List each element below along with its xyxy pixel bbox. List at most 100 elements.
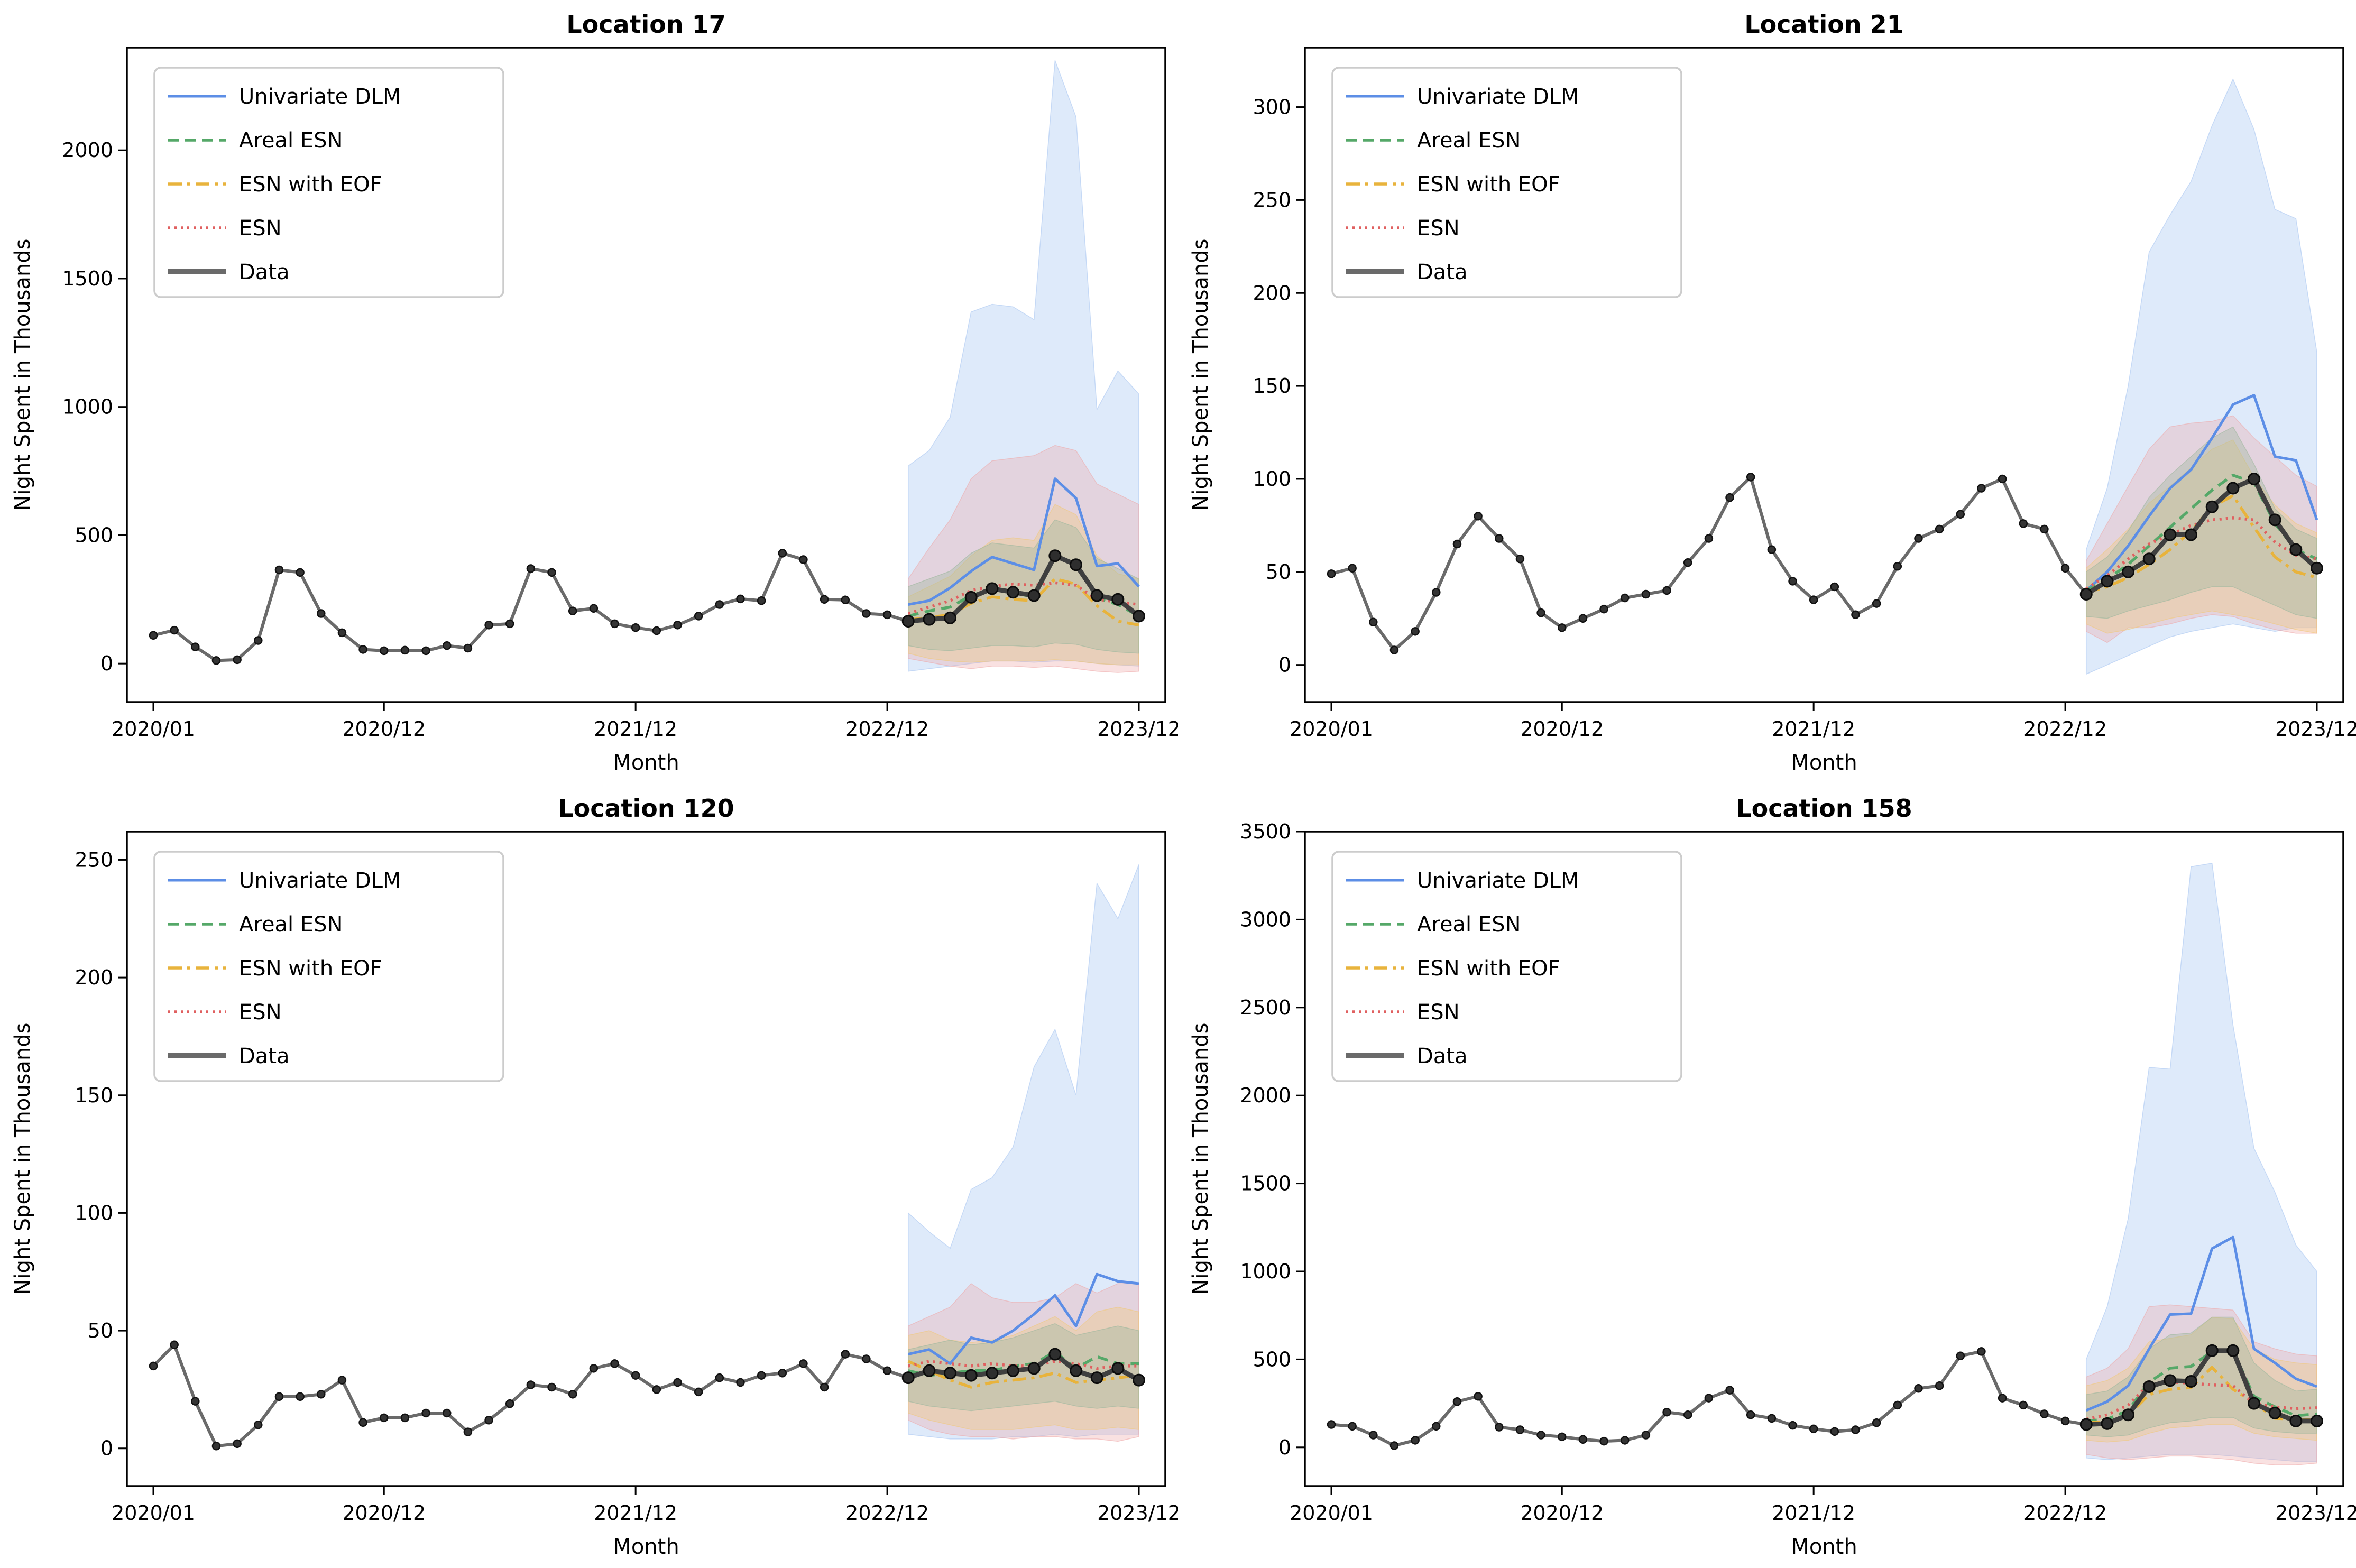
y-tick-label: 3500 <box>1240 820 1291 843</box>
data-point <box>1070 1364 1083 1377</box>
data-point <box>736 594 745 604</box>
data-point <box>799 555 808 564</box>
data-point <box>1725 493 1734 502</box>
data-point <box>1746 473 1755 482</box>
location-17-axes-box <box>126 47 1166 703</box>
data-point <box>694 1387 703 1397</box>
data-point <box>2164 1374 2177 1387</box>
legend-label: ESN with EOF <box>239 956 382 981</box>
data-point <box>1998 474 2007 484</box>
data-point <box>2019 1400 2028 1410</box>
data-point <box>149 631 158 640</box>
location-158-legend: Univariate DLM Areal ESN ESN with EOF ESN Da… <box>1331 851 1682 1082</box>
chart-cell-location-21: 0 50 100 150 200 250 300 2020/01 2020/12 2021/12 2… <box>1178 0 2356 784</box>
data-point <box>1536 608 1545 617</box>
data-point <box>1027 1362 1041 1375</box>
data-point <box>191 642 200 651</box>
data-point <box>568 606 577 615</box>
location-158-line-esn <box>2086 1380 2317 1421</box>
data-point <box>862 1354 871 1363</box>
data-point <box>1515 554 1525 564</box>
data-point <box>1007 1364 1020 1377</box>
x-tick-label: 2020/12 <box>1520 1501 1604 1525</box>
data-point <box>484 1416 493 1425</box>
data-point <box>923 1364 936 1377</box>
x-tick-label: 2023/12 <box>1097 1501 1178 1525</box>
data-point <box>274 1392 284 1401</box>
location-17-band-esn-with-eof <box>907 504 1139 666</box>
data-point <box>631 623 640 632</box>
data-point <box>673 1378 682 1387</box>
data-point <box>1090 589 1103 602</box>
data-point <box>610 619 619 629</box>
data-point <box>1348 1422 1357 1431</box>
data-point <box>1662 1407 1671 1417</box>
data-point <box>820 1382 829 1392</box>
data-point <box>1389 645 1399 654</box>
location-158-band-esn-with-eof <box>2085 1316 2317 1443</box>
location-158-ylabel: Night Spent in Thousands <box>1189 1022 1213 1295</box>
y-tick-label: 1000 <box>62 395 113 419</box>
location-120-plot-area <box>149 864 1145 1451</box>
data-point <box>1111 593 1125 606</box>
location-21-y-axis: 0 50 100 150 200 250 300 <box>1253 96 1305 677</box>
location-21-x-axis: 2020/01 2020/12 2021/12 2022/12 2023/12 <box>1290 702 2356 741</box>
data-point <box>736 1378 745 1387</box>
data-point <box>547 1382 556 1392</box>
data-point <box>1767 1414 1777 1423</box>
data-point <box>1048 1348 1062 1361</box>
data-point <box>1411 1436 1420 1445</box>
location-17-y-axis: 0 500 1000 1500 2000 <box>62 139 127 675</box>
x-tick-label: 2020/01 <box>1290 717 1373 741</box>
data-point <box>673 621 682 630</box>
x-tick-label: 2022/12 <box>2023 717 2107 741</box>
data-point <box>1090 1371 1103 1385</box>
legend-label: Data <box>239 1044 290 1068</box>
legend-label: Areal ESN <box>1417 128 1521 153</box>
location-158-axes-box <box>1304 831 2344 1487</box>
location-158-plot-area <box>1327 863 2323 1465</box>
location-120-legend: Univariate DLM Areal ESN ESN with EOF ESN Da… <box>153 851 504 1082</box>
data-point <box>778 1368 787 1378</box>
legend-label: Areal ESN <box>239 912 343 937</box>
location-158-data-markers <box>1327 1344 2323 1450</box>
x-tick-label: 2020/12 <box>342 717 426 741</box>
data-point <box>1704 534 1714 543</box>
data-point <box>1133 1373 1145 1387</box>
data-point <box>2164 528 2177 541</box>
data-point <box>233 1439 242 1449</box>
data-point <box>2289 1414 2303 1427</box>
data-point <box>944 1367 957 1380</box>
data-point <box>1809 1424 1818 1434</box>
x-tick-label: 2021/12 <box>1772 1501 1855 1525</box>
y-tick-label: 0 <box>1278 653 1291 677</box>
data-point <box>1452 1397 1462 1406</box>
data-point <box>1369 617 1378 627</box>
x-tick-label: 2023/12 <box>2275 1501 2356 1525</box>
y-tick-label: 1000 <box>1240 1260 1291 1283</box>
data-point <box>923 613 936 626</box>
data-point <box>1914 534 1923 543</box>
data-point <box>1641 589 1651 599</box>
location-21-title: Location 21 <box>1744 10 1903 39</box>
data-point <box>1683 558 1692 567</box>
data-point <box>1348 564 1357 573</box>
data-point <box>1027 589 1041 602</box>
data-point <box>757 596 766 605</box>
data-point <box>2142 552 2156 566</box>
data-point <box>1620 593 1630 603</box>
data-point <box>841 1350 850 1359</box>
data-point <box>1956 1351 1965 1360</box>
data-point <box>463 1427 473 1436</box>
legend-label: Areal ESN <box>239 128 343 153</box>
location-120-axes-box <box>126 831 1166 1487</box>
x-tick-label: 2023/12 <box>1097 717 1178 741</box>
data-point <box>505 1399 514 1408</box>
data-point <box>337 628 347 638</box>
location-158-title: Location 158 <box>1736 794 1912 823</box>
data-point <box>568 1390 577 1399</box>
data-point <box>2101 1417 2114 1430</box>
x-tick-label: 2021/12 <box>594 1501 677 1525</box>
data-point <box>2079 588 2093 601</box>
